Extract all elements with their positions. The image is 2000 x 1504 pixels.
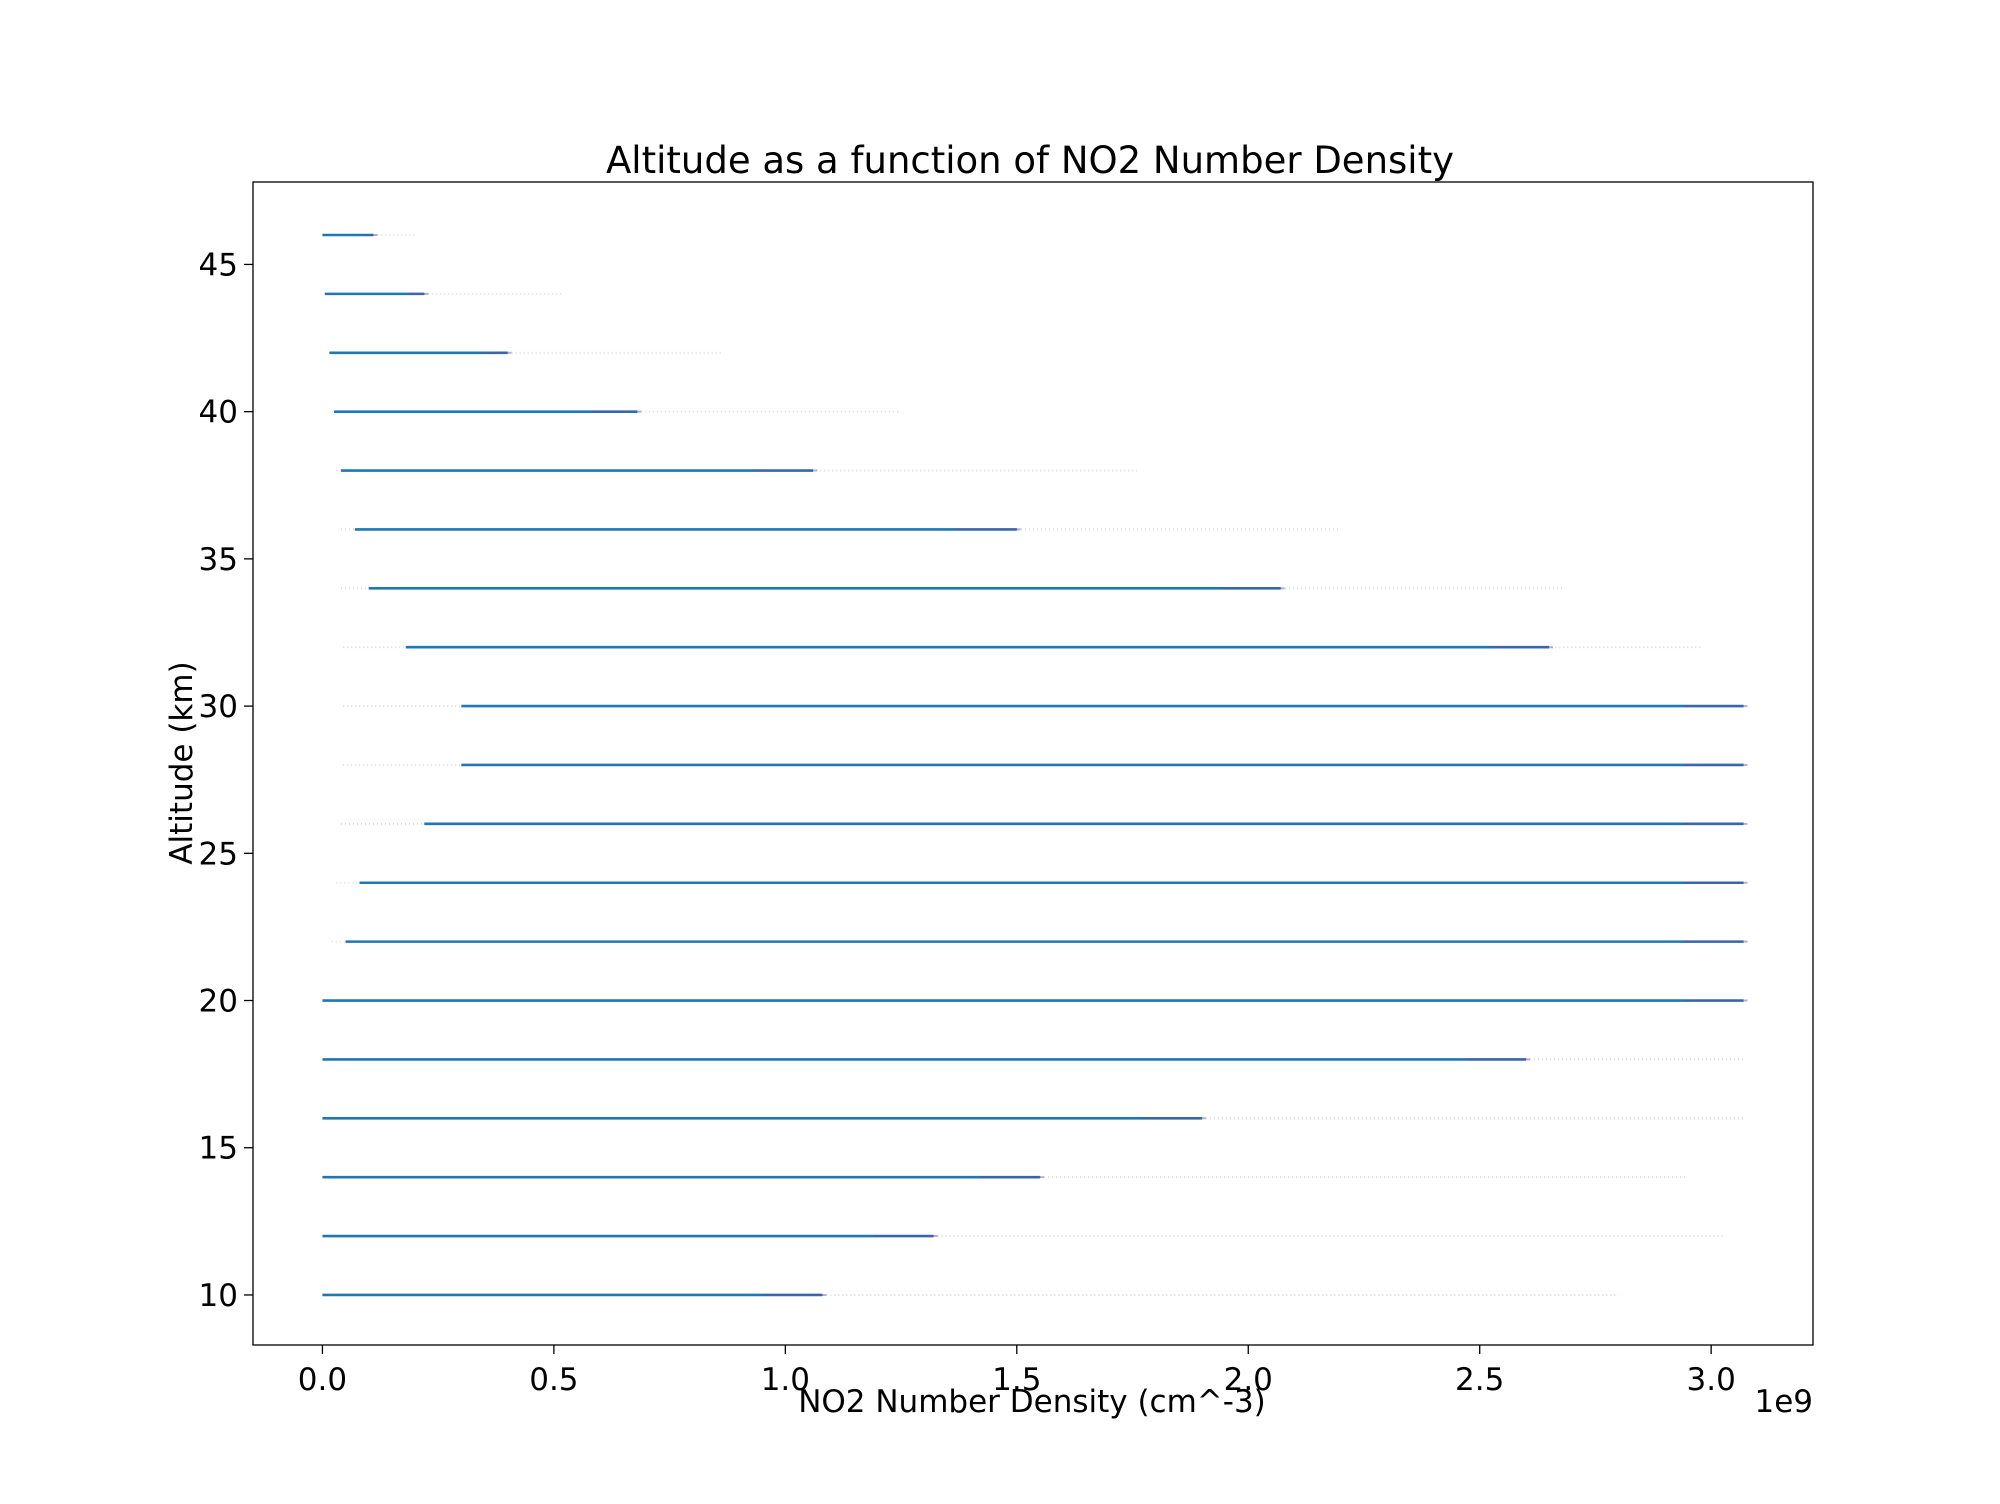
y-tick-label: 30 bbox=[199, 689, 238, 725]
y-tick-label: 40 bbox=[199, 395, 238, 431]
y-axis: 10 15 20 25 30 35 40 45 bbox=[199, 247, 253, 1314]
x-tick-label: 0.5 bbox=[529, 1362, 578, 1398]
plot-frame bbox=[252, 181, 1814, 1346]
x-tick-label: 2.0 bbox=[1224, 1362, 1273, 1398]
y-tick-label: 10 bbox=[199, 1278, 238, 1314]
y-tick-label: 45 bbox=[199, 247, 238, 283]
y-axis-label: Altitude (km) bbox=[164, 661, 200, 864]
x-tick-label: 1.0 bbox=[761, 1362, 810, 1398]
y-tick-label: 25 bbox=[199, 836, 238, 872]
plot-marks bbox=[322, 233, 1748, 1297]
x-axis: 0.0 0.5 1.0 1.5 2.0 2.5 3.0 bbox=[298, 1345, 1736, 1398]
x-tick-label: 2.5 bbox=[1455, 1362, 1504, 1398]
x-axis-offset-label: 1e9 bbox=[1754, 1384, 1813, 1420]
y-tick-label: 15 bbox=[199, 1131, 238, 1167]
y-tick-label: 35 bbox=[199, 542, 238, 578]
x-axis-label: NO2 Number Density (cm^-3) bbox=[798, 1384, 1266, 1420]
chart-title: Altitude as a function of NO2 Number Den… bbox=[606, 139, 1454, 182]
x-tick-label: 3.0 bbox=[1687, 1362, 1736, 1398]
x-tick-label: 1.5 bbox=[992, 1362, 1041, 1398]
y-tick-label: 20 bbox=[199, 984, 238, 1020]
x-tick-label: 0.0 bbox=[298, 1362, 347, 1398]
